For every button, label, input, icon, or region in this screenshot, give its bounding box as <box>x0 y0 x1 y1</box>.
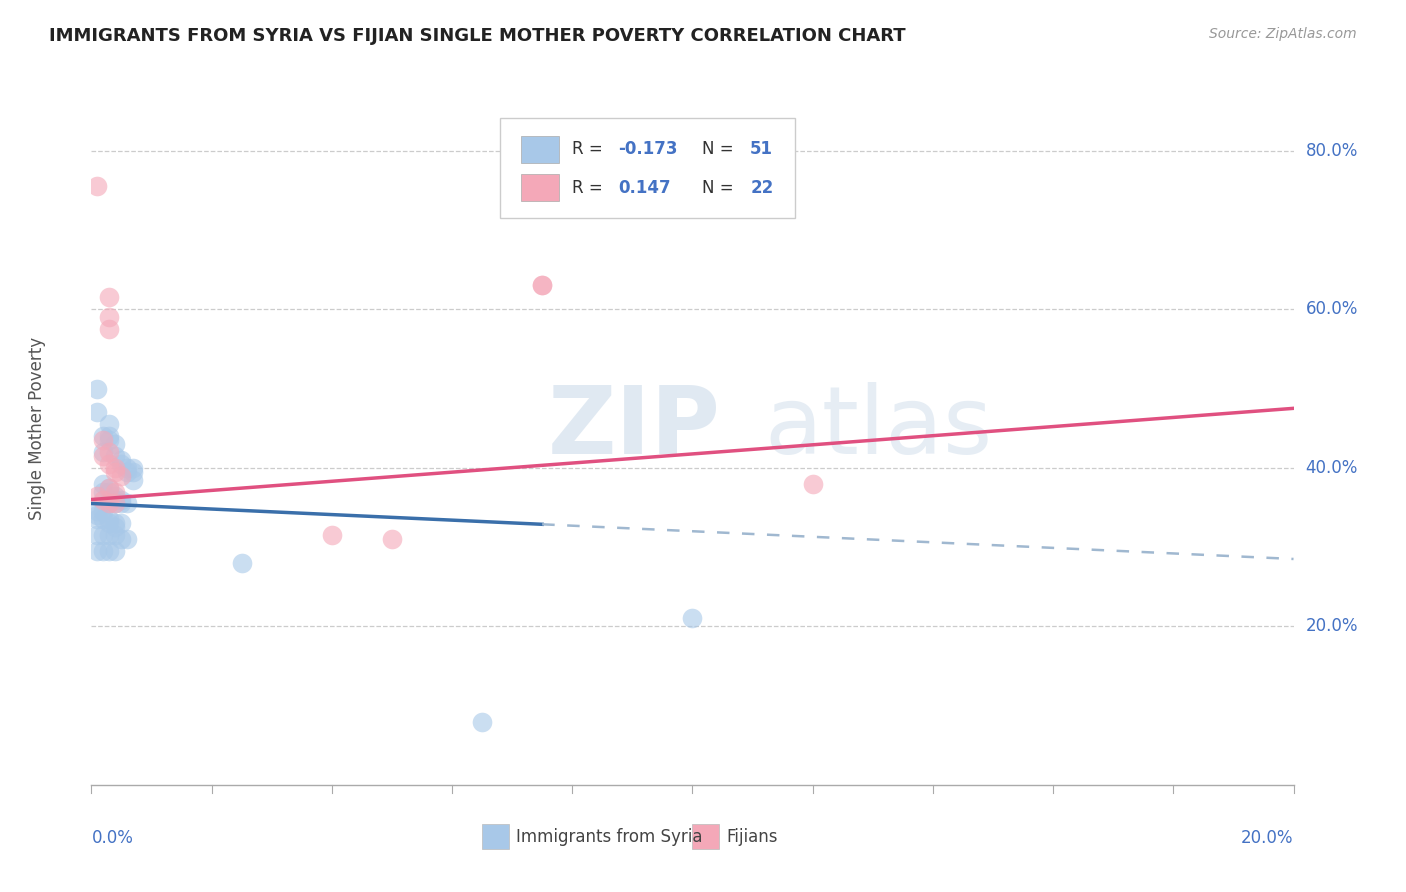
Point <box>104 496 127 510</box>
Point <box>93 512 115 526</box>
Point <box>104 484 127 499</box>
Point <box>98 496 121 510</box>
Point <box>471 714 494 729</box>
Bar <box>482 824 509 849</box>
Point <box>104 492 127 507</box>
Text: 0.0%: 0.0% <box>91 829 134 847</box>
Point <box>531 278 554 293</box>
Point <box>98 544 121 558</box>
Point <box>681 611 703 625</box>
Point <box>98 496 121 510</box>
Point <box>110 516 132 531</box>
Point <box>104 460 127 475</box>
Bar <box>520 136 560 162</box>
Point <box>110 468 132 483</box>
Point <box>98 322 121 336</box>
Bar <box>692 824 718 849</box>
Point <box>104 528 127 542</box>
Point <box>86 489 108 503</box>
Point <box>110 496 132 510</box>
Text: N =: N = <box>702 140 740 158</box>
FancyBboxPatch shape <box>501 118 794 218</box>
Text: Fijians: Fijians <box>725 828 778 846</box>
Point <box>93 492 115 507</box>
Point <box>104 516 127 531</box>
Point <box>110 492 132 507</box>
Text: 40.0%: 40.0% <box>1306 458 1358 477</box>
Point <box>98 433 121 447</box>
Text: Single Mother Poverty: Single Mother Poverty <box>28 336 46 520</box>
Point <box>93 449 115 463</box>
Point <box>93 528 115 542</box>
Point <box>98 429 121 443</box>
Point <box>104 465 127 479</box>
Text: 80.0%: 80.0% <box>1306 142 1358 160</box>
Text: Source: ZipAtlas.com: Source: ZipAtlas.com <box>1209 27 1357 41</box>
Text: atlas: atlas <box>765 382 993 475</box>
Text: R =: R = <box>572 140 609 158</box>
Text: 60.0%: 60.0% <box>1306 301 1358 318</box>
Point <box>104 449 127 463</box>
Text: 0.147: 0.147 <box>617 178 671 196</box>
Point <box>104 544 127 558</box>
Point <box>98 512 121 526</box>
Point <box>86 179 108 194</box>
Point <box>86 508 108 523</box>
Text: IMMIGRANTS FROM SYRIA VS FIJIAN SINGLE MOTHER POVERTY CORRELATION CHART: IMMIGRANTS FROM SYRIA VS FIJIAN SINGLE M… <box>49 27 905 45</box>
Bar <box>520 174 560 202</box>
Text: 51: 51 <box>751 140 773 158</box>
Point <box>381 532 404 546</box>
Point <box>531 278 554 293</box>
Point <box>86 544 108 558</box>
Point <box>86 405 108 419</box>
Point <box>98 290 121 304</box>
Point <box>117 532 139 546</box>
Text: -0.173: -0.173 <box>617 140 678 158</box>
Point <box>98 516 121 531</box>
Text: ZIP: ZIP <box>548 382 721 475</box>
Point <box>104 520 127 534</box>
Point <box>110 532 132 546</box>
Text: 22: 22 <box>751 178 773 196</box>
Point <box>93 504 115 518</box>
Point <box>117 496 139 510</box>
Point <box>93 445 115 459</box>
Point <box>110 453 132 467</box>
Point <box>104 496 127 510</box>
Point <box>98 492 121 507</box>
Point <box>104 489 127 503</box>
Point <box>93 484 115 499</box>
Point <box>86 382 108 396</box>
Point <box>98 481 121 495</box>
Point <box>117 460 139 475</box>
Point <box>98 417 121 432</box>
Point <box>98 481 121 495</box>
Point <box>801 476 824 491</box>
Point <box>321 528 343 542</box>
Text: Immigrants from Syria: Immigrants from Syria <box>516 828 702 846</box>
Point <box>98 445 121 459</box>
Point <box>93 476 115 491</box>
Text: 20.0%: 20.0% <box>1241 829 1294 847</box>
Point <box>98 528 121 542</box>
Point <box>117 465 139 479</box>
Text: N =: N = <box>702 178 740 196</box>
Point <box>86 512 108 526</box>
Point <box>110 457 132 471</box>
Point <box>93 544 115 558</box>
Point <box>104 437 127 451</box>
Point <box>86 528 108 542</box>
Point <box>98 310 121 325</box>
Point <box>122 473 145 487</box>
Text: R =: R = <box>572 178 613 196</box>
Point <box>98 484 121 499</box>
Point <box>122 465 145 479</box>
Point <box>93 433 115 447</box>
Point <box>231 556 253 570</box>
Point <box>98 457 121 471</box>
Point <box>122 460 145 475</box>
Text: 20.0%: 20.0% <box>1306 617 1358 635</box>
Point <box>93 429 115 443</box>
Point <box>86 504 108 518</box>
